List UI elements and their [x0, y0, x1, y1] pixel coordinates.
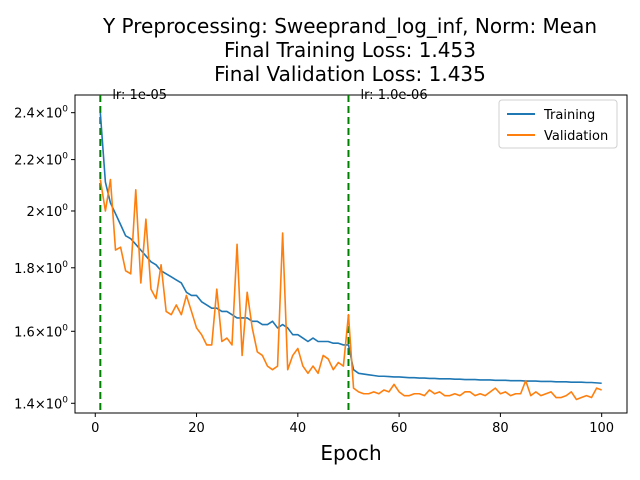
x-tick-label: 0 — [91, 421, 99, 436]
lr-annotation: lr: 1e-05 — [112, 88, 167, 103]
lr-annotation: lr: 1.0e-06 — [360, 88, 427, 103]
chart-title: Y Preprocessing: Sweeprand_log_inf, Norm… — [102, 14, 597, 86]
plot-frame — [74, 94, 628, 414]
y-axis-ticks: 1.4×100 1.6×100 1.8×100 2×100 2.2×100 2.4×100 — [14, 105, 75, 412]
y-tick-label: 2.4×100 — [14, 105, 68, 122]
lr-markers: lr: 1e-05 lr: 1.0e-06 — [99, 88, 428, 413]
series-lines — [99, 112, 602, 401]
x-axis-label: Epoch — [320, 441, 381, 465]
title-line: Final Validation Loss: 1.435 — [214, 62, 486, 86]
legend-label: Training — [543, 108, 595, 123]
x-tick-label: 20 — [188, 421, 205, 436]
x-tick-label: 80 — [492, 421, 509, 436]
legend-label: Validation — [544, 129, 608, 144]
legend: Training Validation — [498, 99, 618, 149]
y-tick-label: 1.8×100 — [14, 260, 68, 277]
y-tick-label: 2.2×100 — [14, 152, 68, 169]
x-axis-ticks: 0 20 40 60 80 100 — [91, 413, 614, 436]
title-line: Y Preprocessing: Sweeprand_log_inf, Norm… — [102, 14, 597, 38]
x-tick-label: 100 — [589, 421, 614, 436]
y-tick-label: 1.6×100 — [14, 323, 68, 340]
x-tick-label: 40 — [290, 421, 307, 436]
title-line: Final Training Loss: 1.453 — [224, 38, 476, 62]
series-line-validation — [99, 178, 602, 401]
y-tick-label: 2×100 — [27, 203, 69, 220]
x-tick-label: 60 — [391, 421, 408, 436]
y-tick-label: 1.4×100 — [14, 395, 68, 412]
